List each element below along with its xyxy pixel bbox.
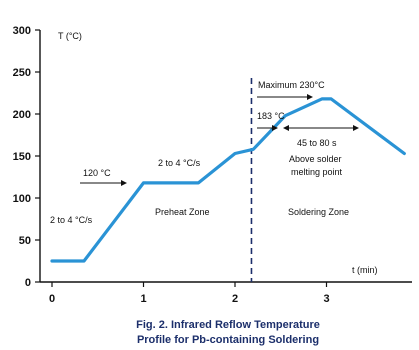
annotation-ramp1: 2 to 4 °C/s (50, 215, 93, 225)
annotations: 120 °C 2 to 4 °C/s 2 to 4 °C/s Preheat Z… (50, 80, 349, 225)
y-tick-label: 150 (13, 151, 31, 163)
y-tick-label: 250 (13, 67, 31, 79)
annotation-ramp2: 2 to 4 °C/s (158, 158, 201, 168)
x-ticks: 0 1 2 3 (49, 282, 330, 305)
annotation-above-1: Above solder (289, 154, 342, 164)
y-tick-label: 300 (13, 25, 31, 37)
y-tick-label: 200 (13, 109, 31, 121)
figure-caption-line1: Fig. 2. Infrared Reflow Temperature (136, 319, 320, 331)
annotation-183: 183 °C (257, 111, 285, 121)
annotation-soldering: Soldering Zone (288, 207, 349, 217)
y-ticks: 0 50 100 150 200 250 300 (13, 25, 40, 289)
annotation-duration: 45 to 80 s (297, 138, 337, 148)
annotation-preheat: Preheat Zone (155, 207, 210, 217)
y-tick-label: 50 (19, 235, 31, 247)
x-tick-label: 0 (49, 293, 55, 305)
annotation-120: 120 °C (83, 168, 111, 178)
y-tick-label: 100 (13, 193, 31, 205)
x-axis-label: t (min) (352, 265, 378, 275)
figure-caption-line2: Profile for Pb-containing Soldering (137, 334, 319, 346)
y-axis-label: T (°C) (58, 31, 82, 41)
annotation-arrows (80, 94, 359, 186)
annotation-maximum: Maximum 230°C (258, 80, 325, 90)
x-tick-label: 3 (323, 293, 329, 305)
x-tick-label: 2 (232, 293, 238, 305)
y-tick-label: 0 (25, 277, 31, 289)
annotation-above-2: melting point (291, 167, 343, 177)
temperature-profile-line (50, 97, 406, 263)
x-tick-label: 1 (140, 293, 146, 305)
